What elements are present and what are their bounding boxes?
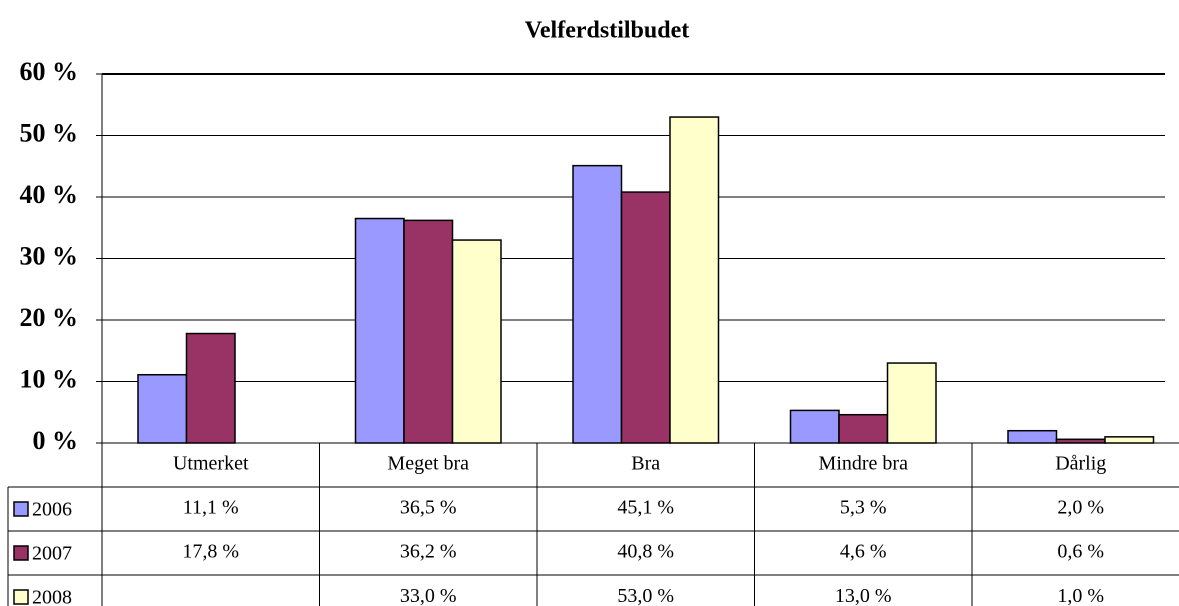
bar <box>451 239 502 444</box>
data-label: 0,6 % <box>1057 541 1104 563</box>
data-label: 36,5 % <box>400 497 457 519</box>
bar <box>789 409 840 444</box>
legend-label: 2008 <box>32 587 72 606</box>
y-tick-label: 10 % <box>20 364 79 393</box>
data-label: 11,1 % <box>183 497 239 519</box>
bar <box>354 217 405 444</box>
bar <box>1007 429 1058 444</box>
chart-title: Velferdstilbudet <box>525 18 689 44</box>
bar <box>403 219 454 444</box>
data-label: 40,8 % <box>617 541 674 563</box>
y-tick-label: 50 % <box>20 118 79 147</box>
bar <box>1104 436 1155 444</box>
bar <box>137 373 188 444</box>
y-tick-label: 30 % <box>20 241 79 270</box>
legend-key <box>13 545 29 561</box>
bar <box>886 362 937 444</box>
data-label: 13,0 % <box>835 585 892 606</box>
bar <box>669 116 720 444</box>
legend-key <box>13 501 29 517</box>
x-tick-label: Mindre bra <box>819 453 909 475</box>
legend-label: 2006 <box>32 499 72 521</box>
y-tick-label: 60 % <box>20 57 79 86</box>
y-tick-label: 40 % <box>20 180 79 209</box>
bar <box>572 164 623 444</box>
data-label: 45,1 % <box>617 497 674 519</box>
data-label: 53,0 % <box>617 585 674 606</box>
data-label: 1,0 % <box>1057 585 1104 606</box>
bar <box>185 332 236 444</box>
data-label: 4,6 % <box>840 541 887 563</box>
bar <box>838 413 889 444</box>
legend-key <box>13 589 29 605</box>
bar <box>620 191 671 444</box>
data-label: 17,8 % <box>182 541 239 563</box>
data-label: 2,0 % <box>1057 497 1104 519</box>
y-tick-label: 20 % <box>20 303 79 332</box>
legend-label: 2007 <box>32 543 72 565</box>
y-tick-label: 0 % <box>33 426 79 455</box>
x-tick-label: Utmerket <box>173 453 249 475</box>
bar <box>1055 438 1106 444</box>
data-label: 5,3 % <box>840 497 887 519</box>
x-tick-label: Dårlig <box>1055 453 1106 475</box>
data-label: 33,0 % <box>400 585 457 606</box>
x-tick-label: Bra <box>631 453 660 475</box>
x-tick-label: Meget bra <box>387 453 469 475</box>
data-label: 36,2 % <box>400 541 457 563</box>
